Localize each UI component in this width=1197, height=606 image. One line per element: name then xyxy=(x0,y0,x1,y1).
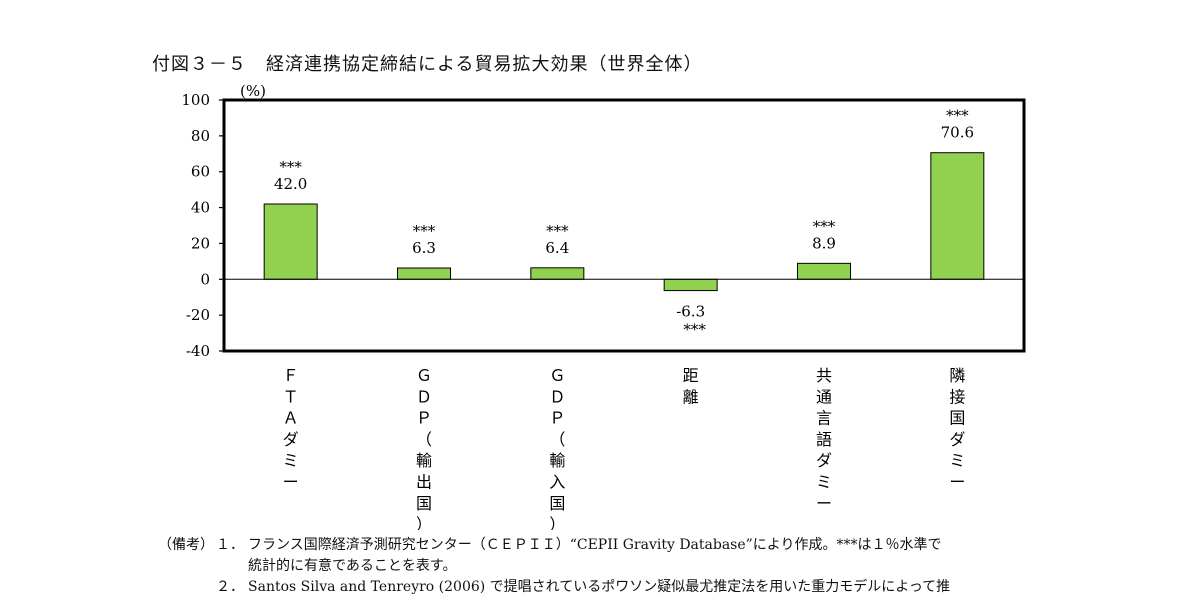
bar xyxy=(930,152,985,280)
data-label: 8.9 xyxy=(812,234,836,252)
data-label: 6.4 xyxy=(545,239,569,257)
x-tick-label: 隣接国ダミー xyxy=(949,366,965,492)
bar xyxy=(663,278,718,292)
chart-title: 付図３－５ 経済連携協定締結による貿易拡大効果（世界全体） xyxy=(152,54,703,75)
note-number: ２． xyxy=(216,579,244,595)
y-tick-label: 100 xyxy=(181,91,210,109)
y-unit-label: (%) xyxy=(240,82,266,100)
notes-heading: （備考） xyxy=(158,537,214,553)
significance-label: *** xyxy=(946,107,969,125)
bar xyxy=(397,267,451,280)
y-tick-label: 0 xyxy=(200,270,210,288)
significance-label: *** xyxy=(813,217,836,235)
data-label: 6.3 xyxy=(412,239,436,257)
bar xyxy=(797,262,851,280)
plot-frame xyxy=(222,98,1026,353)
y-tick-label: -20 xyxy=(186,306,210,324)
x-tick-label: ＧＤＰ（輸出国） xyxy=(416,366,432,530)
significance-label: *** xyxy=(683,321,706,339)
note-number: １． xyxy=(216,537,244,553)
x-tick-label: ＧＤＰ（輸入国） xyxy=(549,366,565,530)
x-tick-label: ＦＴＡダミー xyxy=(283,366,299,492)
y-tick-label: 20 xyxy=(191,234,210,252)
significance-label: *** xyxy=(413,222,436,240)
x-tick-label: 共通言語ダミー xyxy=(816,366,832,513)
data-label: 42.0 xyxy=(274,175,307,193)
data-label: 70.6 xyxy=(941,124,974,142)
significance-label: *** xyxy=(279,158,302,176)
y-tick-label: -40 xyxy=(186,342,210,360)
significance-label: *** xyxy=(546,222,569,240)
y-tick-label: 80 xyxy=(191,127,210,145)
x-tick-label: 距離 xyxy=(683,366,699,406)
bar xyxy=(263,203,318,280)
note-text: フランス国際経済予測研究センター（ＣＥＰＩＩ）“CEPII Gravity Da… xyxy=(248,537,942,553)
bar xyxy=(530,267,585,280)
bar-chart: 42.0***ＦＴＡダミー6.3***ＧＤＰ（輸出国）6.4***ＧＤＰ（輸入国… xyxy=(181,82,1026,530)
y-tick-label: 40 xyxy=(191,199,210,217)
y-tick-label: 60 xyxy=(191,163,210,181)
data-label: -6.3 xyxy=(676,303,705,321)
note-text: Santos Silva and Tenreyro (2006) で提唱されてい… xyxy=(248,579,951,595)
note-text: 統計的に有意であることを表す。 xyxy=(248,558,457,574)
